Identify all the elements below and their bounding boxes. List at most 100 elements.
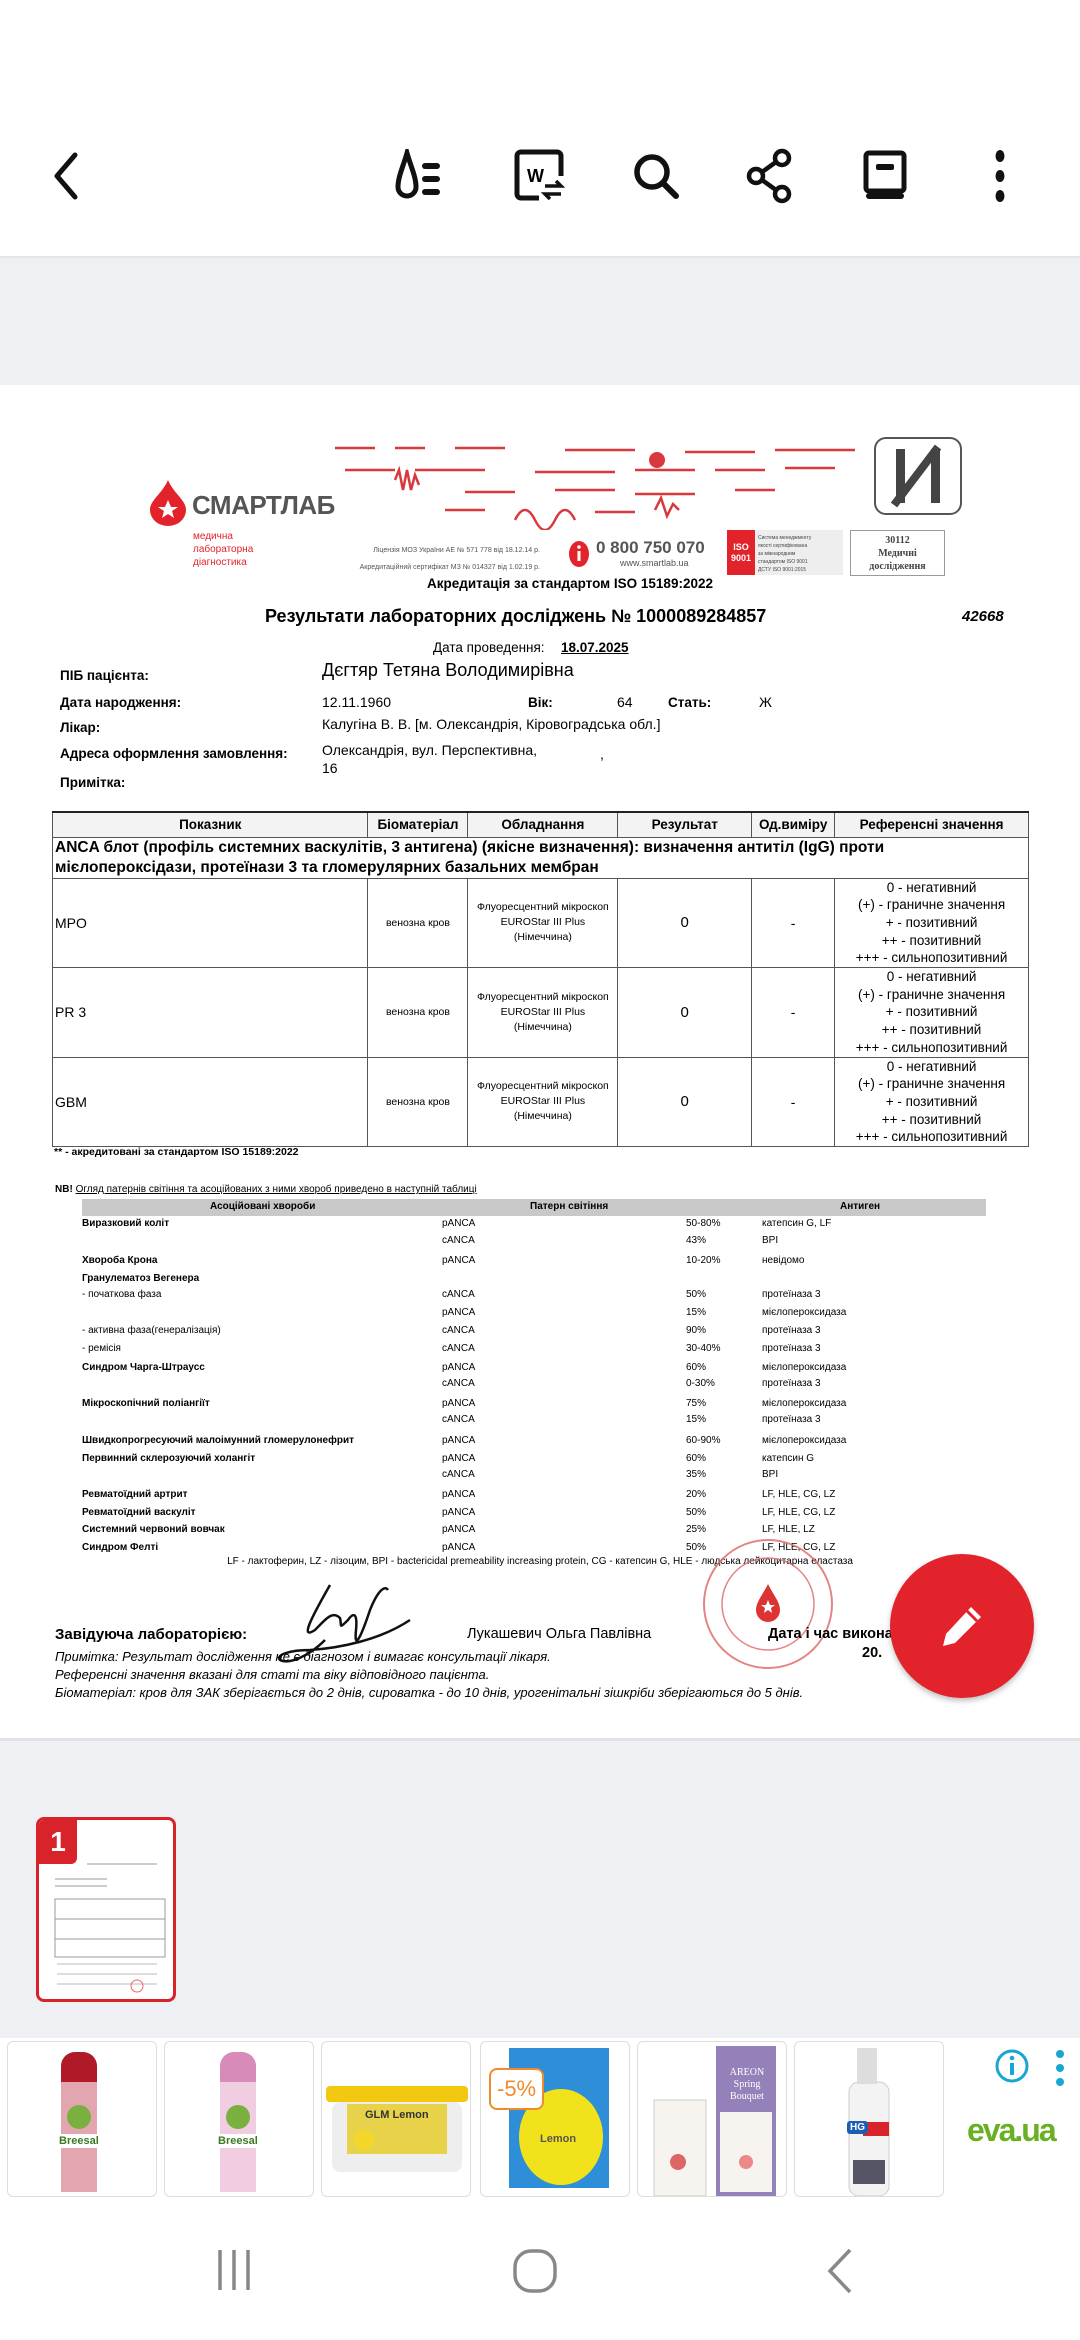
ad-banner[interactable]: Breesal Breesal GLM Lemon Lemon -5% AREO…	[0, 2038, 1080, 2208]
reader-view-button[interactable]	[855, 146, 915, 206]
search-button[interactable]	[626, 146, 686, 206]
reference-line: 0 - негативний	[886, 1058, 977, 1074]
phone-number: 0 800 750 070	[596, 538, 705, 557]
ad-product-tile[interactable]: HG	[794, 2041, 944, 2197]
percent: 43%	[686, 1235, 707, 1246]
address-label: Адреса оформлення замовлення:	[60, 746, 288, 761]
back-icon	[54, 152, 78, 200]
biomaterial: венозна кров	[367, 1056, 469, 1147]
antigen: LF, HLE, LZ	[762, 1524, 815, 1535]
reading-mode-button[interactable]	[392, 146, 452, 206]
more-options-icon	[995, 150, 1005, 202]
indicator-name: PR 3	[51, 967, 369, 1058]
ad-product-tile[interactable]: AREON Spring Bouquet	[637, 2041, 787, 2197]
page-thumbnail[interactable]: 1	[36, 1817, 176, 2002]
antigen: BPI	[762, 1235, 779, 1246]
lab-head-name: Лукашевич Ольга Павлівна	[467, 1626, 652, 1642]
antigen: мієлопероксидаза	[762, 1362, 847, 1373]
license-info: Ліцензія МОЗ України АЕ № 571 778 від 18…	[350, 542, 540, 576]
percent: 50%	[686, 1507, 707, 1518]
unit-value: -	[751, 1056, 836, 1147]
equipment-line: (Німеччина)	[513, 1110, 572, 1123]
website: www.smartlab.ua	[620, 558, 689, 568]
lab-subtitle-line: діагностика	[193, 557, 247, 568]
reference-line: + - позитивний	[885, 1004, 978, 1020]
partner-logo	[874, 437, 962, 515]
discount-badge: -5%	[489, 2068, 545, 2110]
top-toolbar: W	[0, 0, 1080, 256]
result-value: 0	[617, 1056, 753, 1147]
lab-stamp	[703, 1539, 833, 1669]
antigen: катепсин G, LF	[762, 1218, 832, 1229]
air-freshener-red-image	[61, 2052, 97, 2192]
lab-head-label: Завідуюча лабораторією:	[55, 1626, 248, 1643]
percent: 50%	[686, 1542, 707, 1553]
cert-line: дослідження	[869, 561, 926, 572]
test-date-label: Дата проведення:	[433, 640, 545, 655]
product-name: GLM Lemon	[365, 2109, 429, 2121]
ad-product-tile[interactable]: Lemon -5%	[480, 2041, 630, 2197]
reference-line: (+) - граничне значення	[857, 1076, 1006, 1092]
equipment: Флуоресцентний мікроскоп EUROStar III Plu…	[467, 967, 619, 1058]
ad-product-tile[interactable]: Breesal	[7, 2041, 157, 2197]
reference-values: 0 - негативний (+) - граничне значення + -…	[834, 877, 1029, 968]
report-code: 42668	[962, 608, 1004, 625]
recent-apps-icon[interactable]	[212, 2248, 256, 2292]
ad-product-tile[interactable]: GLM Lemon	[321, 2041, 471, 2197]
search-icon	[634, 154, 679, 199]
accreditation-line: Акредитація за стандартом ISO 15189:2022	[427, 576, 713, 591]
pattern: pANCA	[442, 1489, 476, 1500]
percent: 90%	[686, 1325, 707, 1336]
advertiser-logo[interactable]: eva.ua	[967, 2112, 1057, 2148]
result-row: PR 3 венозна кров Флуоресцентний мікроскоп…	[51, 967, 1029, 1058]
ad-product-tile[interactable]: Breesal	[164, 2041, 314, 2197]
antigen: протеїназа 3	[762, 1414, 821, 1425]
ad-info-icon[interactable]	[994, 2048, 1030, 2084]
more-options-button[interactable]	[970, 146, 1030, 206]
antigen: протеїназа 3	[762, 1325, 821, 1336]
partner-logo-glyph	[890, 444, 942, 508]
report-title: Результати лабораторних досліджень № 100…	[265, 606, 767, 626]
home-icon[interactable]	[512, 2248, 558, 2294]
pattern: pANCA	[442, 1218, 476, 1229]
back-button[interactable]	[37, 146, 97, 206]
ad-options-icon[interactable]	[1052, 2048, 1068, 2088]
iso-text-line: Система менеджменту	[758, 535, 812, 541]
back-nav-icon[interactable]	[822, 2248, 858, 2294]
execution-datetime-value: 20.	[862, 1645, 883, 1661]
disease: Гранулематоз Вегенера	[82, 1273, 200, 1284]
cert-number: 30112	[885, 535, 910, 546]
disease: Хвороба Крона	[82, 1255, 158, 1266]
convert-to-word-button[interactable]: W	[510, 146, 570, 206]
patterns-table-header: Асоційовані хвороби Патерн світіння Анти…	[82, 1199, 986, 1216]
result-value: 0	[617, 877, 753, 968]
iso-text: Система менеджменту якості сертифікована з…	[755, 530, 843, 575]
pattern: pANCA	[442, 1398, 476, 1409]
equipment-line: EUROStar III Plus	[500, 1005, 586, 1018]
pattern: pANCA	[442, 1507, 476, 1518]
page-number-badge: 1	[39, 1820, 77, 1864]
product-name: HG	[847, 2121, 868, 2134]
antigen: протеїназа 3	[762, 1378, 821, 1389]
share-button[interactable]	[740, 146, 800, 206]
disease: Первинний склерозуючий холангіт	[82, 1453, 256, 1464]
results-table: Показник Біоматеріал Обладнання Результа…	[51, 811, 1029, 1147]
iso-text-line: якості сертифікована	[758, 543, 808, 549]
col-header: Патерн світіння	[530, 1201, 609, 1212]
page-thumbnails-panel: 1	[0, 1738, 1080, 2038]
reference-line: ++ - позитивний	[881, 932, 982, 948]
edit-fab-button[interactable]	[890, 1554, 1034, 1698]
reference-line: +++ - сильнопозитивний	[855, 1039, 1008, 1055]
unit-value: -	[751, 967, 836, 1058]
antigen: LF, HLE, CG, LZ	[762, 1489, 836, 1500]
antigen: протеїназа 3	[762, 1289, 821, 1300]
dob-value: 12.11.1960	[322, 694, 392, 710]
pencil-icon	[943, 1607, 981, 1646]
certification-box: 30112 Медичні дослідження	[850, 530, 945, 576]
col-header: Результат	[617, 811, 753, 838]
equipment-line: Флуоресцентний мікроскоп	[476, 1080, 609, 1093]
reference-line: 0 - негативний	[886, 969, 977, 985]
disease: - активна фаза(генералізація)	[82, 1325, 221, 1336]
percent: 25%	[686, 1524, 707, 1535]
address-line1: Олександрія, вул. Перспективна,	[322, 742, 538, 758]
